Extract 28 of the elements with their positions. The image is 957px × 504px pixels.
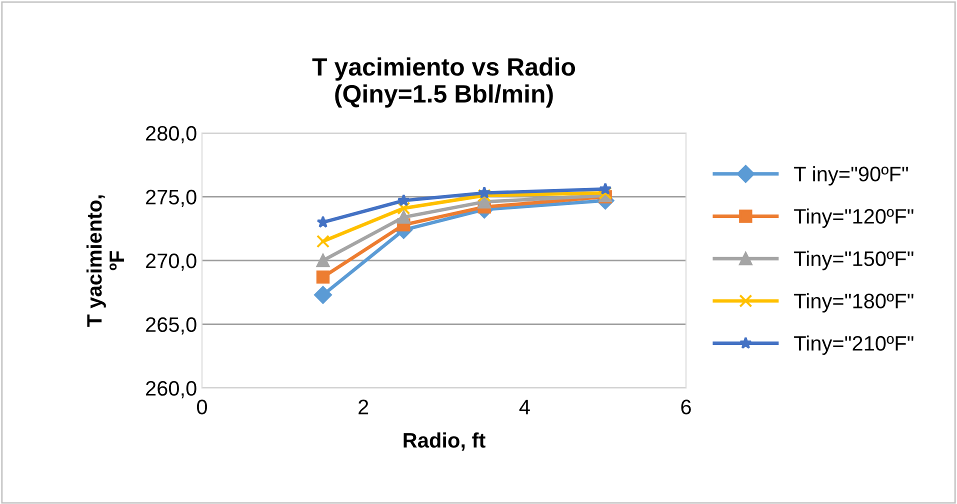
legend-label: Tiny="210ºF" <box>794 335 914 355</box>
chart-title: T yacimiento vs Radio (Qiny=1.5 Bbl/min) <box>312 57 576 108</box>
y-tick-label: 265,0 <box>146 317 196 334</box>
y-axis-title: T yacimiento, ºF <box>86 195 124 327</box>
point <box>478 186 491 198</box>
point <box>598 186 612 200</box>
x-tick-label: 0 <box>197 400 207 414</box>
point <box>397 194 410 206</box>
legend-label: T iny="90ºF" <box>794 166 908 186</box>
point <box>316 254 330 268</box>
y-tick-label: 275,0 <box>146 190 196 207</box>
point <box>478 188 491 202</box>
x-tick-label: 4 <box>519 400 530 414</box>
y-tick-label: 270,0 <box>146 254 196 271</box>
point <box>314 286 332 304</box>
y-tick-label: 260,0 <box>146 381 196 398</box>
y-tick-label: 280,0 <box>146 126 196 144</box>
point <box>397 210 410 224</box>
point <box>316 234 330 248</box>
point <box>599 182 612 195</box>
point <box>316 270 330 284</box>
legend-label: Tiny="180ºF" <box>794 293 914 313</box>
x-tick-label: 6 <box>681 400 691 414</box>
x-axis-title: Radio, ft <box>404 432 486 451</box>
point <box>397 202 410 215</box>
x-tick-label: 2 <box>358 400 368 414</box>
legend-label: Tiny="120ºF" <box>794 208 914 228</box>
legend-label: Tiny="150ºF" <box>794 250 914 270</box>
